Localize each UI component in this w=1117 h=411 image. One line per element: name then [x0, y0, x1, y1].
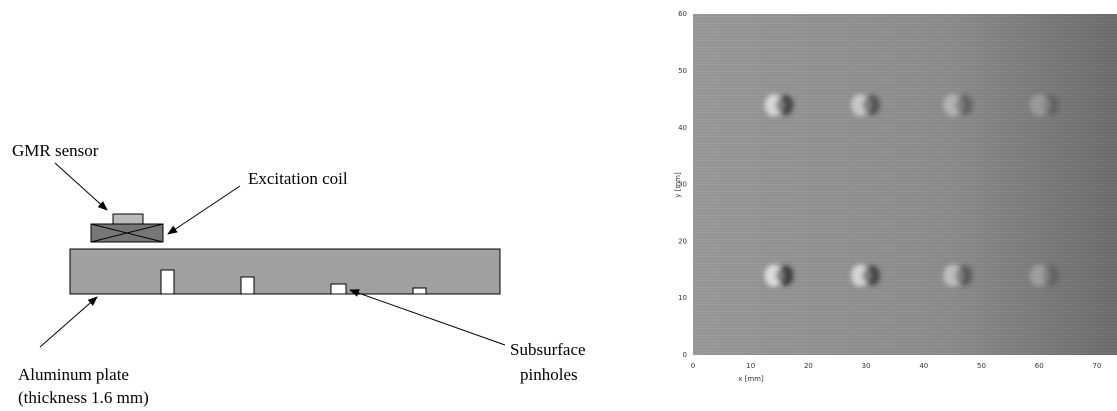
y-tick-label: 60 — [678, 10, 687, 18]
label: Excitation coil — [248, 169, 348, 188]
y-tick-label: 50 — [678, 67, 687, 75]
x-axis-label: x [mm] — [738, 375, 764, 383]
scan-image: 0 10 20 30 40 50 60 70 0 10 20 30 40 50 60 x [mm] y [mm] — [674, 10, 1117, 383]
coil-cross — [90, 223, 164, 243]
spot-center — [862, 269, 871, 282]
x-tick-label: 30 — [862, 362, 871, 370]
spot-center — [775, 269, 784, 282]
pinhole — [160, 269, 175, 295]
x-tick-label: 10 — [746, 362, 755, 370]
schematic: GMR sensor Excitation coil Aluminum plat… — [12, 141, 586, 407]
pinhole — [330, 283, 347, 295]
y-tick-label: 40 — [678, 124, 687, 132]
y-tick-label: 10 — [678, 294, 687, 302]
pinhole — [412, 287, 427, 295]
spot-center — [954, 99, 963, 112]
label: Subsurface — [510, 340, 586, 359]
spot-center — [1040, 269, 1049, 282]
y-axis-label: y [mm] — [674, 172, 682, 198]
pinhole — [240, 276, 255, 295]
y-tick-label: 0 — [683, 351, 687, 359]
scan-texture — [693, 14, 1117, 355]
x-tick-label: 20 — [804, 362, 813, 370]
arrows — [39, 162, 506, 348]
y-tick-label: 20 — [678, 237, 687, 245]
label: (thickness 1.6 mm) — [18, 388, 149, 407]
defect-signals — [764, 94, 1059, 287]
spot-center — [775, 99, 784, 112]
aluminum-plate — [69, 248, 501, 295]
spot-center — [954, 269, 963, 282]
label: pinholes — [520, 365, 578, 384]
x-tick-label: 70 — [1092, 362, 1101, 370]
x-tick-label: 0 — [691, 362, 695, 370]
label: GMR sensor — [12, 141, 99, 160]
gmr-sensor — [112, 213, 144, 225]
spot-center — [1040, 99, 1049, 112]
x-tick-label: 60 — [1035, 362, 1044, 370]
x-tick-label: 50 — [977, 362, 986, 370]
label: Aluminum plate — [18, 365, 129, 384]
x-tick-label: 40 — [919, 362, 928, 370]
y-tick-label: 30 — [678, 181, 687, 189]
spot-center — [862, 99, 871, 112]
